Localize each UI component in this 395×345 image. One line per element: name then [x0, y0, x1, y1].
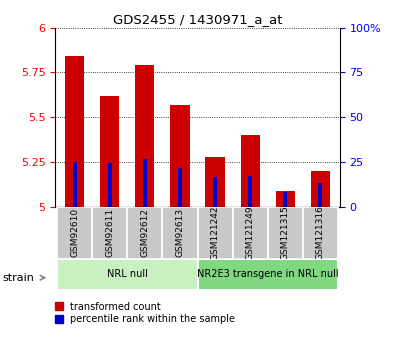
- Bar: [65, 56, 84, 207]
- Legend: transformed count, percentile rank within the sample: transformed count, percentile rank withi…: [55, 302, 235, 325]
- Bar: [143, 159, 147, 207]
- Bar: [303, 207, 338, 259]
- Text: strain: strain: [2, 273, 34, 283]
- Bar: [233, 207, 268, 259]
- Title: GDS2455 / 1430971_a_at: GDS2455 / 1430971_a_at: [113, 13, 282, 27]
- Bar: [73, 162, 77, 207]
- Bar: [198, 207, 233, 259]
- Bar: [311, 171, 330, 207]
- Bar: [283, 192, 288, 207]
- Bar: [213, 177, 217, 207]
- Bar: [162, 207, 198, 259]
- Bar: [170, 105, 190, 207]
- Bar: [135, 65, 154, 207]
- Bar: [127, 207, 162, 259]
- Text: GSM121249: GSM121249: [246, 206, 255, 260]
- Bar: [198, 259, 338, 290]
- Text: GSM121242: GSM121242: [211, 206, 220, 260]
- Text: GSM92611: GSM92611: [105, 208, 114, 257]
- Text: GSM121316: GSM121316: [316, 205, 325, 260]
- Bar: [268, 207, 303, 259]
- Bar: [57, 259, 198, 290]
- Bar: [100, 96, 119, 207]
- Text: NRL null: NRL null: [107, 269, 148, 279]
- Bar: [107, 163, 112, 207]
- Bar: [248, 176, 252, 207]
- Text: GSM92612: GSM92612: [140, 208, 149, 257]
- Bar: [318, 183, 322, 207]
- Bar: [205, 157, 225, 207]
- Text: NR2E3 transgene in NRL null: NR2E3 transgene in NRL null: [197, 269, 339, 279]
- Bar: [276, 191, 295, 207]
- Text: GSM92613: GSM92613: [175, 208, 184, 257]
- Text: GSM92610: GSM92610: [70, 208, 79, 257]
- Bar: [92, 207, 127, 259]
- Text: GSM121315: GSM121315: [281, 205, 290, 260]
- Bar: [241, 135, 260, 207]
- Bar: [57, 207, 92, 259]
- Bar: [178, 168, 182, 207]
